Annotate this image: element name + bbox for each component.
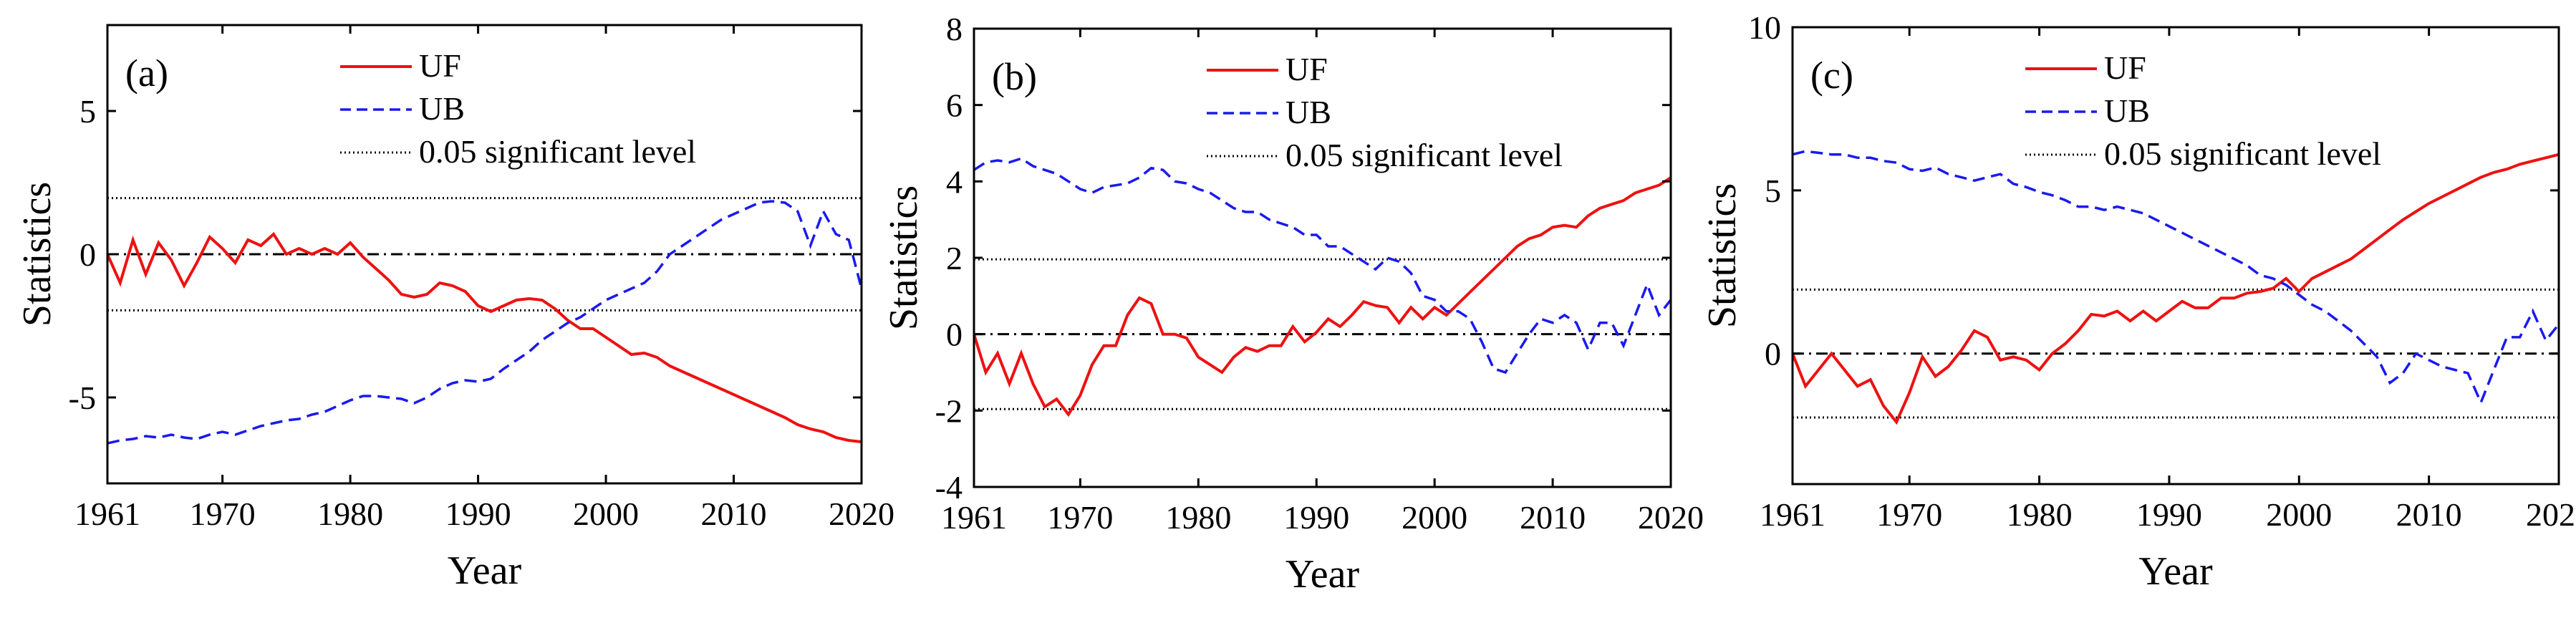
y-axis-label-b: Statistics [882, 185, 926, 330]
legend-label-a-1: UB [419, 90, 465, 127]
series-uf-line-b [974, 176, 1671, 417]
x-tick-label-c-2010: 2010 [2396, 496, 2462, 533]
y-tick-label-b-3: 2 [946, 240, 963, 276]
x-tick-label-b-1980: 1980 [1165, 499, 1231, 536]
panel-label-c: (c) [1810, 54, 1853, 97]
y-tick-label-b-4: 4 [946, 163, 963, 200]
y-tick-label-b-6: 8 [946, 11, 963, 47]
y-tick-label-a-2: 5 [79, 93, 96, 130]
legend-label-a-0: UF [419, 47, 461, 84]
series-uf-line-c [1793, 153, 2559, 425]
x-tick-label-a-2000: 2000 [573, 496, 639, 532]
y-tick-label-b-2: 0 [946, 317, 963, 353]
series-ub-line-a [107, 200, 862, 445]
x-tick-label-b-2000: 2000 [1402, 499, 1467, 536]
y-tick-label-c-2: 10 [1748, 9, 1781, 46]
y-axis-label-a: Statistics [15, 182, 59, 327]
legend-label-b-2: 0.05 significant level [1285, 137, 1563, 173]
x-tick-label-b-1961: 1961 [941, 499, 1007, 536]
y-tick-label-c-0: 0 [1765, 336, 1781, 372]
x-axis-label-b: Year [1285, 552, 1360, 597]
x-tick-label-c-2020: 2020 [2526, 496, 2576, 533]
panel-b: 1961 1970 1980 1990 2000 2010 2020 -4 -2 0 2 4 6 8 Yea… [882, 11, 1704, 597]
x-axis-label-a: Year [448, 549, 522, 593]
x-tick-label-b-1990: 1990 [1283, 499, 1349, 536]
x-tick-label-a-1980: 1980 [317, 496, 383, 532]
x-tick-label-a-1970: 1970 [190, 496, 256, 532]
y-tick-label-c-1: 5 [1765, 173, 1781, 209]
legend-label-c-0: UF [2104, 49, 2146, 86]
x-tick-label-a-2010: 2010 [701, 496, 767, 532]
x-tick-label-c-2000: 2000 [2266, 496, 2332, 533]
x-tick-label-c-1980: 1980 [2007, 496, 2073, 533]
y-tick-label-a-1: 0 [79, 236, 96, 273]
legend-label-b-1: UB [1285, 94, 1331, 130]
x-tick-label-a-1961: 1961 [74, 496, 140, 532]
x-tick-label-c-1961: 1961 [1760, 496, 1825, 533]
x-tick-label-c-1970: 1970 [1876, 496, 1942, 533]
x-tick-label-a-1990: 1990 [445, 496, 511, 532]
legend-label-c-1: UB [2104, 92, 2150, 129]
series-ub-line-b [974, 157, 1671, 375]
plot-area-c [1791, 26, 2560, 486]
y-tick-label-b-0: -4 [935, 469, 963, 506]
legend-label-b-0: UF [1285, 51, 1328, 87]
panel-label-b: (b) [992, 55, 1037, 98]
x-tick-label-a-2020: 2020 [829, 496, 894, 532]
x-tick-label-b-2010: 2010 [1520, 499, 1586, 536]
y-tick-label-b-5: 6 [946, 87, 963, 124]
series-uf-line-a [107, 231, 862, 443]
x-axis-label-c: Year [2138, 549, 2213, 594]
series-ub-line-c [1793, 150, 2559, 406]
y-axis-label-c: Statistics [1700, 183, 1745, 328]
y-tick-label-b-1: -2 [935, 392, 963, 429]
x-tick-label-c-1990: 1990 [2136, 496, 2202, 533]
panel-a: 1961 1970 1980 1990 2000 2010 2020 -5 0 5 Year Stat… [15, 24, 894, 593]
y-tick-label-a-0: -5 [69, 380, 96, 416]
x-tick-label-b-1970: 1970 [1047, 499, 1113, 536]
panel-c: 1961 1970 1980 1990 2000 2010 2020 0 5 10 Year Stat… [1700, 9, 2576, 594]
x-tick-label-b-2020: 2020 [1638, 499, 1704, 536]
legend-label-a-2: 0.05 significant level [419, 133, 696, 170]
panel-label-a: (a) [125, 52, 168, 95]
legend-label-c-2: 0.05 significant level [2104, 135, 2381, 172]
